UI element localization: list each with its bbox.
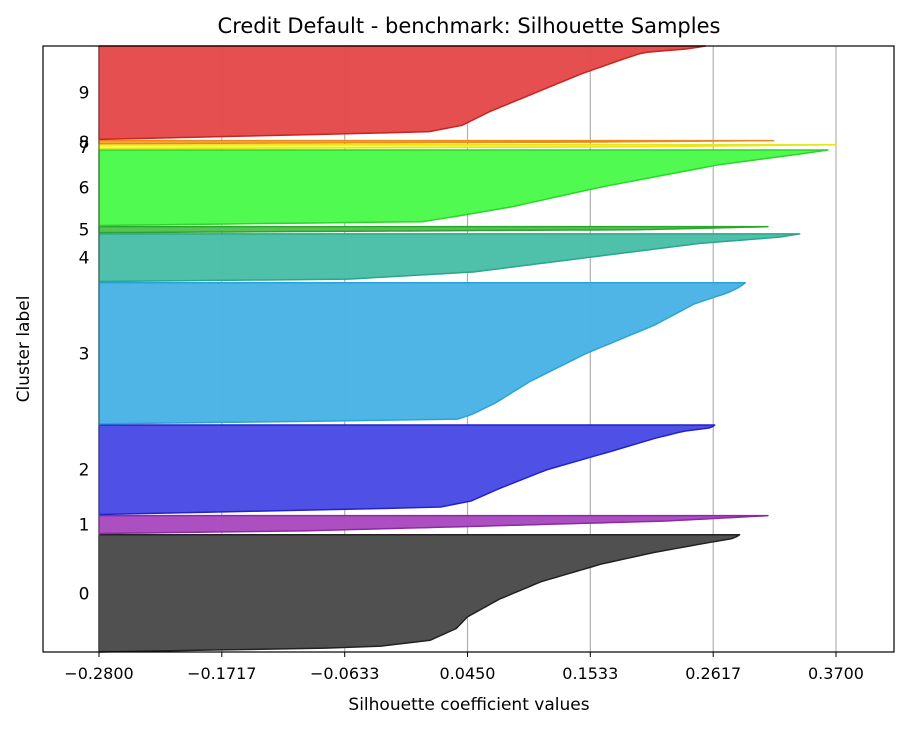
cluster-label-2: 2 <box>79 461 90 481</box>
cluster-label-3: 3 <box>79 344 90 364</box>
cluster-label-5: 5 <box>79 221 90 241</box>
cluster-label-4: 4 <box>79 249 90 269</box>
cluster-area-2 <box>98 424 716 516</box>
cluster-area-9 <box>98 45 707 141</box>
x-tick-label: −0.2800 <box>64 664 133 683</box>
cluster-area-7 <box>98 144 837 150</box>
x-tick-label: −0.1717 <box>187 664 256 683</box>
cluster-label-6: 6 <box>79 179 90 199</box>
cluster-area-8 <box>98 139 775 145</box>
cluster-area-5 <box>98 225 769 234</box>
cluster-area-3 <box>98 281 747 425</box>
cluster-areas <box>98 45 837 653</box>
x-tick-label: 0.3700 <box>808 664 864 683</box>
cluster-area-4 <box>98 233 801 283</box>
plot-frame <box>42 45 895 653</box>
cluster-area-0 <box>98 534 741 653</box>
x-tick-label: 0.1533 <box>562 664 618 683</box>
cluster-area-6 <box>98 149 829 227</box>
cluster-labels: 0 1 2 3 4 5 6 78 9 <box>79 84 90 605</box>
cluster-label-1: 1 <box>79 516 90 536</box>
x-tick-label: 0.0450 <box>440 664 496 683</box>
cluster-area-1 <box>98 514 769 535</box>
x-axis-ticks: −0.2800 −0.1717 −0.0633 0.0450 0.1533 0.2617 0… <box>64 652 864 683</box>
x-tick-label: 0.2617 <box>685 664 741 683</box>
x-tick-label: −0.0633 <box>310 664 379 683</box>
chart-title: Credit Default - benchmark: Silhouette S… <box>218 14 721 38</box>
cluster-label-0: 0 <box>79 584 90 604</box>
cluster-label-9: 9 <box>79 84 90 104</box>
x-axis-label: Silhouette coefficient values <box>348 695 589 715</box>
cluster-label-7: 7 <box>79 138 90 158</box>
y-axis-label: Cluster label <box>14 296 34 403</box>
cluster-label-8: 8 <box>79 133 90 153</box>
